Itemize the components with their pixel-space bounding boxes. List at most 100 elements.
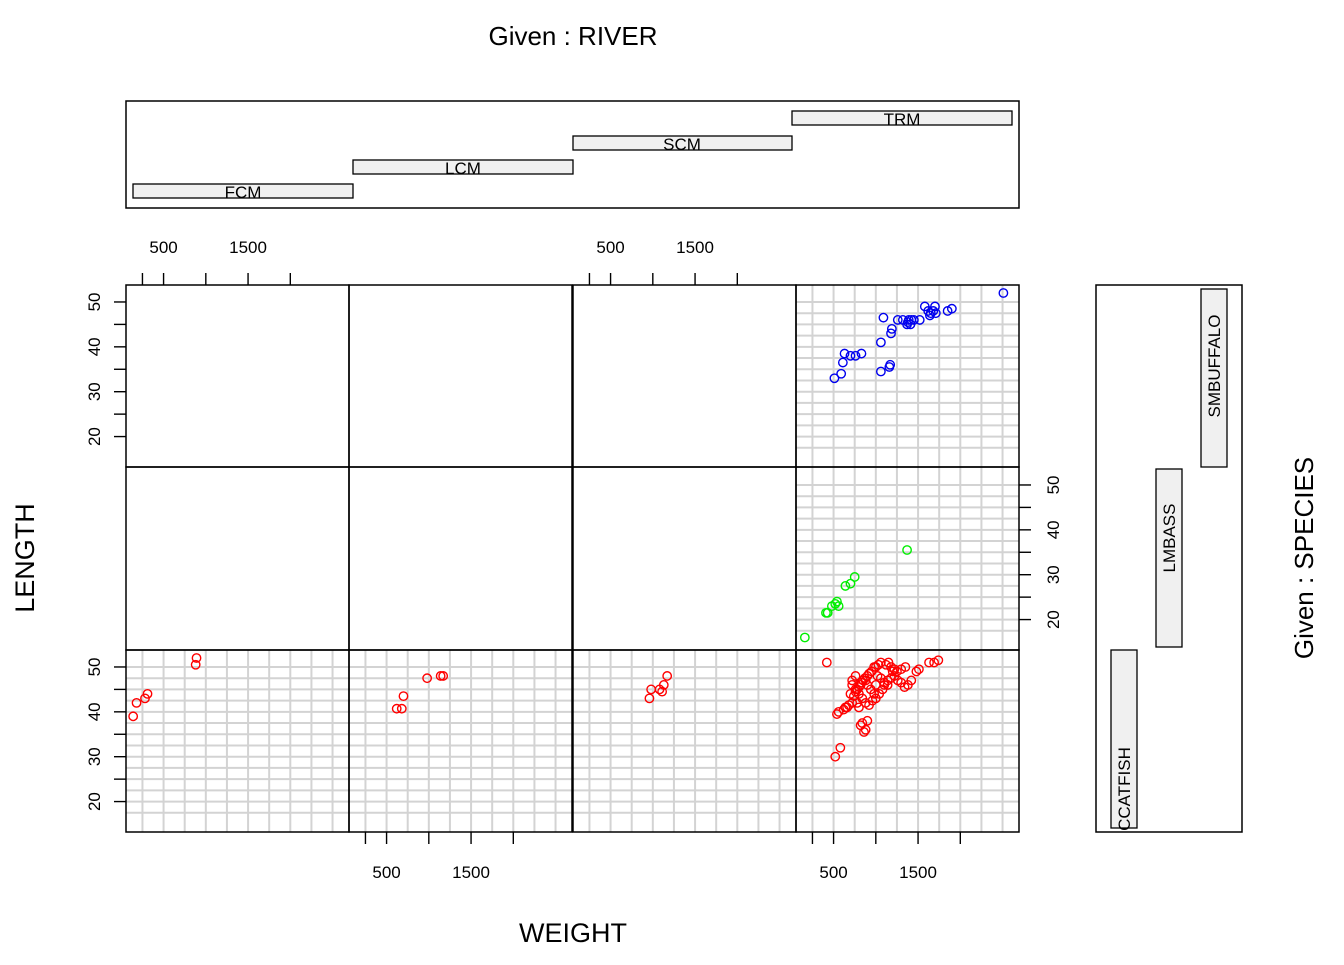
y-tick-label: 20: [85, 792, 104, 811]
data-point: [829, 373, 840, 384]
data-point: [850, 671, 861, 681]
data-point: [657, 686, 668, 697]
river-bar-label: LCM: [445, 159, 481, 178]
y-tick-label: 30: [85, 747, 104, 766]
data-point: [862, 715, 873, 726]
data-point: [860, 675, 871, 686]
data-point: [799, 632, 810, 643]
panel-frame: [795, 649, 1020, 833]
data-point: [840, 581, 851, 591]
data-point: [875, 337, 886, 348]
data-point: [885, 359, 896, 370]
data-point: [832, 709, 842, 719]
data-point: [662, 671, 673, 681]
x-tick-label: 1500: [899, 863, 937, 882]
data-point: [191, 653, 202, 663]
data-point: [875, 657, 886, 668]
data-point: [859, 727, 869, 737]
species-bar-label: LMBASS: [1160, 504, 1179, 573]
y-tick-label: 40: [85, 337, 104, 356]
chart-title: Given : RIVER: [488, 21, 657, 51]
data-point: [906, 675, 917, 686]
data-point: [911, 666, 922, 677]
data-point: [902, 545, 912, 555]
panel-frame: [572, 466, 797, 651]
species-bar-label: SMBUFFALO: [1205, 315, 1224, 418]
species-given-frame: [1095, 284, 1243, 833]
data-point: [832, 596, 842, 607]
data-point: [438, 671, 449, 681]
data-point: [190, 659, 201, 670]
panel-grid-lcm-ccatfish: [349, 650, 573, 832]
data-point: [435, 671, 446, 681]
data-point: [131, 697, 142, 708]
data-point: [847, 697, 858, 708]
data-point: [998, 288, 1009, 298]
data-point: [142, 688, 153, 699]
river-bar-label: SCM: [663, 135, 701, 154]
river-bar-fcm: [132, 183, 354, 199]
data-point: [644, 693, 655, 704]
species-given-label: Given : SPECIES: [1289, 457, 1319, 659]
river-bar-trm: [791, 110, 1013, 126]
panel-frame: [795, 466, 1020, 651]
data-point: [882, 680, 893, 690]
data-point: [875, 366, 886, 377]
data-point: [837, 357, 848, 368]
y-tick-label: 50: [1044, 476, 1063, 495]
data-point: [850, 350, 861, 361]
data-point: [892, 315, 903, 325]
panel-grid-trm-ccatfish: [796, 650, 1019, 832]
data-point: [128, 711, 139, 722]
data-point: [887, 666, 898, 677]
data-point: [878, 312, 889, 323]
y-tick-label: 40: [1044, 520, 1063, 539]
data-point: [914, 315, 925, 325]
river-bar-scm: [572, 135, 793, 151]
x-tick-label: 500: [149, 238, 177, 257]
y-tick-label: 40: [85, 702, 104, 721]
data-point: [422, 673, 433, 684]
data-point: [946, 303, 957, 314]
y-tick-label: 20: [1044, 610, 1063, 629]
x-tick-label: 500: [596, 238, 624, 257]
species-bar-lmbass: [1155, 468, 1183, 648]
y-tick-label: 50: [85, 293, 104, 312]
y-axis-label: LENGTH: [10, 503, 40, 613]
data-point: [391, 703, 402, 714]
panel-grid-trm-smbuffalo: [796, 285, 1019, 467]
river-bar-label: TRM: [884, 110, 921, 129]
data-point: [914, 664, 924, 675]
data-point: [925, 308, 936, 319]
data-point: [854, 702, 864, 713]
data-point: [924, 657, 934, 668]
data-point: [886, 328, 896, 339]
panel-frame: [348, 284, 573, 468]
panel-frame: [572, 284, 797, 468]
data-point: [930, 308, 941, 319]
data-point: [889, 664, 900, 675]
species-bar-smbuffalo: [1200, 288, 1228, 468]
data-point: [396, 703, 407, 714]
data-point: [835, 742, 846, 753]
data-point: [900, 662, 911, 672]
data-point: [930, 301, 940, 312]
x-tick-label: 1500: [452, 863, 490, 882]
y-tick-label: 20: [85, 427, 104, 446]
data-point: [928, 306, 939, 316]
y-tick-label: 30: [1044, 565, 1063, 584]
x-tick-label: 1500: [229, 238, 267, 257]
panel-frame: [125, 284, 350, 468]
data-point: [873, 659, 884, 670]
data-point: [836, 368, 847, 379]
river-bar-label: FCM: [225, 183, 262, 202]
data-point: [852, 697, 863, 708]
data-point: [886, 323, 897, 334]
panel-grid-fcm-ccatfish: [126, 650, 349, 832]
data-point: [822, 607, 833, 618]
x-tick-label: 500: [819, 863, 847, 882]
data-point: [830, 751, 841, 762]
x-tick-label: 1500: [676, 238, 714, 257]
data-point: [869, 688, 880, 699]
